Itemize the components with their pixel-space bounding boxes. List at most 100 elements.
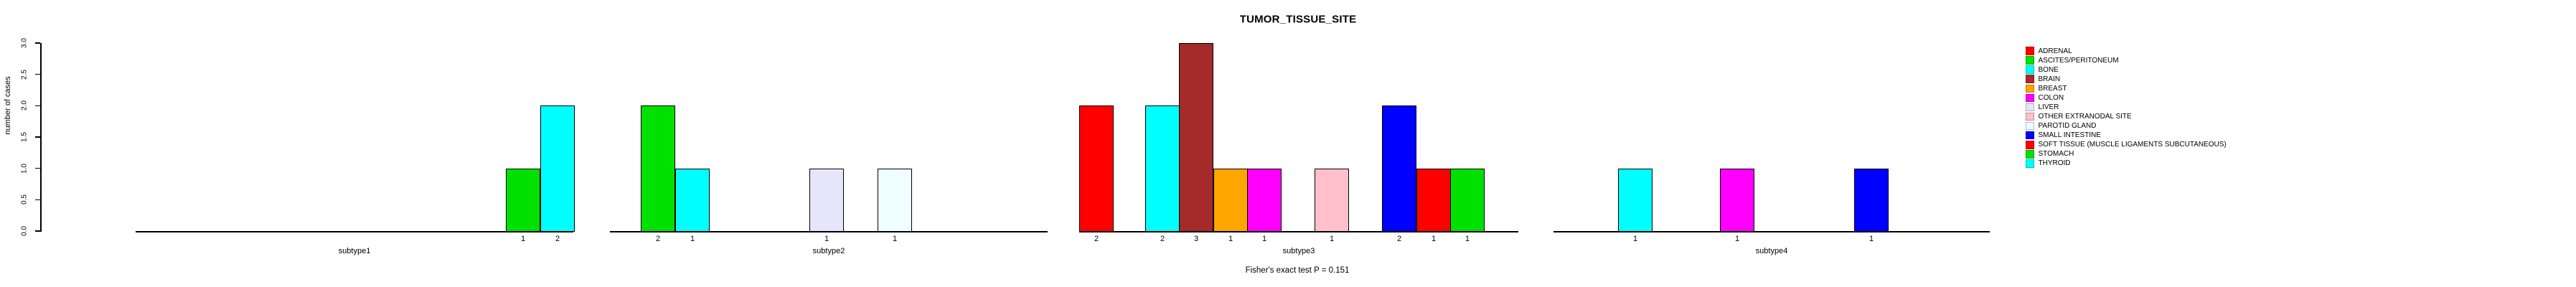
y-axis-tick-label: 2.5: [20, 69, 29, 80]
legend-item: BREAST: [2026, 84, 2067, 93]
y-axis-tick-label: 1.0: [20, 163, 29, 174]
legend-swatch: [2026, 131, 2034, 140]
bar-count-label: 2: [1094, 235, 1099, 243]
bar: [1450, 168, 1485, 232]
legend-swatch: [2026, 121, 2034, 131]
bar-count-label: 1: [520, 235, 526, 243]
y-axis-line: [40, 43, 42, 232]
legend-label: ADRENAL: [2038, 47, 2072, 55]
legend-swatch: [2026, 141, 2034, 149]
legend-label: BREAST: [2038, 84, 2067, 93]
legend-label: BONE: [2038, 65, 2059, 74]
y-axis-tick: [35, 42, 40, 44]
legend-item: STOMACH: [2026, 149, 2074, 159]
bar-count-label: 2: [555, 235, 560, 243]
legend-item: ADRENAL: [2026, 47, 2072, 56]
y-axis-tick-label: 1.5: [20, 132, 29, 142]
bar: [878, 168, 912, 232]
legend-item: OTHER EXTRANODAL SITE: [2026, 112, 2132, 121]
bar: [1247, 168, 1282, 232]
legend-item: COLON: [2026, 93, 2064, 103]
legend-swatch: [2026, 56, 2034, 65]
bar-count-label: 1: [1329, 235, 1335, 243]
chart-title: TUMOR_TISSUE_SITE: [1239, 13, 1357, 26]
bar: [641, 105, 675, 232]
bar-count-label: 1: [1261, 235, 1267, 243]
bar: [1720, 168, 1754, 232]
legend-label: SOFT TISSUE (MUSCLE LIGAMENTS SUBCUTANEO…: [2038, 141, 2227, 149]
bar: [675, 168, 710, 232]
bar-count-label: 1: [690, 235, 695, 243]
bar: [1079, 105, 1114, 232]
bar-count-label: 1: [1465, 235, 1470, 243]
legend-label: COLON: [2038, 93, 2064, 102]
fisher-annotation: Fisher's exact test P = 0.151: [1245, 266, 1350, 275]
legend-swatch: [2026, 159, 2034, 168]
legend-label: THYROID: [2038, 159, 2071, 168]
bar: [506, 168, 540, 232]
legend-swatch: [2026, 93, 2034, 103]
bar-count-label: 1: [824, 235, 829, 243]
legend-label: STOMACH: [2038, 150, 2074, 159]
bar: [1179, 43, 1213, 232]
y-axis-tick: [35, 167, 40, 169]
legend-label: BRAIN: [2038, 75, 2061, 83]
group-axis-line: [136, 231, 573, 232]
bar-count-label: 3: [1193, 235, 1199, 243]
bar: [1145, 105, 1180, 232]
legend-label: OTHER EXTRANODAL SITE: [2038, 113, 2132, 121]
legend-swatch: [2026, 150, 2034, 159]
y-axis-tick-label: 2.0: [20, 100, 29, 111]
y-axis-tick: [35, 73, 40, 75]
legend-label: LIVER: [2038, 103, 2059, 111]
legend-swatch: [2026, 65, 2034, 74]
bar: [809, 168, 844, 232]
bar-count-label: 2: [1396, 235, 1402, 243]
bar: [1854, 168, 1889, 232]
bar-count-label: 1: [1228, 235, 1233, 243]
legend-swatch: [2026, 103, 2034, 112]
bar-count-label: 1: [1868, 235, 1874, 243]
legend-item: LIVER: [2026, 103, 2059, 112]
legend-swatch: [2026, 112, 2034, 121]
bar-count-label: 2: [1160, 235, 1165, 243]
group-axis-line: [1553, 231, 1990, 232]
y-axis-tick-label: 0.5: [20, 194, 29, 205]
bar: [1382, 105, 1416, 232]
y-axis-tick: [35, 105, 40, 107]
y-axis-tick: [35, 230, 40, 232]
bar-count-label: 1: [1632, 235, 1638, 243]
bar-count-label: 1: [892, 235, 898, 243]
bar: [1315, 168, 1349, 232]
legend-item: BONE: [2026, 65, 2059, 75]
y-axis-tick-label: 3.0: [20, 38, 29, 48]
group-label: subtype2: [812, 247, 845, 255]
bar-count-label: 1: [1431, 235, 1437, 243]
y-axis-tick: [35, 199, 40, 201]
legend-item: SOFT TISSUE (MUSCLE LIGAMENTS SUBCUTANEO…: [2026, 140, 2227, 149]
y-axis-tick: [35, 136, 40, 138]
legend-swatch: [2026, 47, 2034, 55]
legend-label: PAROTID GLAND: [2038, 122, 2097, 131]
group-axis-line: [1079, 231, 1518, 232]
group-label: subtype4: [1755, 247, 1788, 255]
legend-item: ASCITES/PERITONEUM: [2026, 56, 2119, 65]
legend-item: PAROTID GLAND: [2026, 121, 2096, 131]
bar: [1416, 168, 1451, 232]
bar: [540, 105, 575, 232]
bar: [1618, 168, 1653, 232]
legend-item: THYROID: [2026, 159, 2071, 168]
bar: [1213, 168, 1248, 232]
legend-swatch: [2026, 84, 2034, 93]
group-label: subtype3: [1282, 247, 1315, 255]
y-axis-title: number of cases: [4, 76, 12, 135]
bar-count-label: 1: [1734, 235, 1740, 243]
bar-count-label: 2: [655, 235, 661, 243]
legend-label: ASCITES/PERITONEUM: [2038, 56, 2119, 65]
legend-swatch: [2026, 75, 2034, 83]
y-axis-tick-label: 0.0: [20, 226, 29, 236]
group-label: subtype1: [338, 247, 371, 255]
legend-item: SMALL INTESTINE: [2026, 131, 2101, 140]
legend-label: SMALL INTESTINE: [2038, 131, 2101, 140]
